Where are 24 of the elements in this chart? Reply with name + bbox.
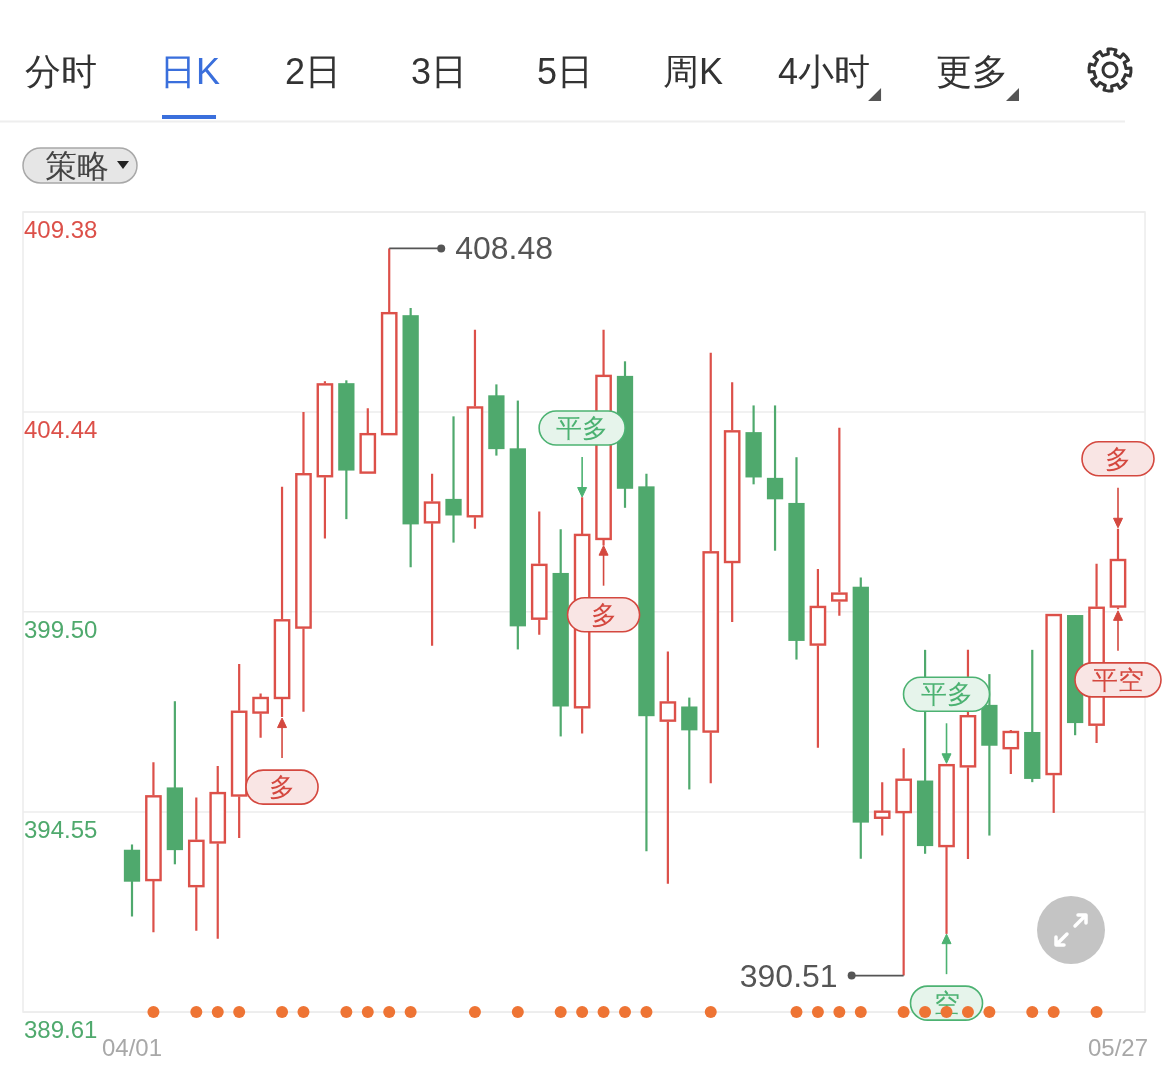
y-tick-label: 394.55	[24, 816, 98, 844]
category-label: 2日	[285, 51, 342, 92]
annotation: 390.51	[739, 957, 838, 994]
data-label: 多	[590, 599, 617, 630]
data-label: 多	[1105, 443, 1131, 474]
annotation: 408.48	[455, 230, 554, 267]
y-tick-label: 404.44	[24, 415, 98, 443]
x-tick-label: 05/27	[1087, 1034, 1149, 1061]
category-label: 分时	[25, 51, 97, 92]
y-tick-label: 409.38	[24, 216, 98, 243]
category-label: 更多	[936, 51, 1008, 92]
y-tick-label: 399.50	[24, 615, 98, 643]
category-label: 日K	[160, 51, 221, 92]
data-label: 多	[269, 772, 296, 803]
x-tick-label: 04/01	[101, 1034, 163, 1061]
text: 策略	[45, 148, 109, 184]
data-label: 平多	[920, 679, 973, 710]
category-label: 3日	[411, 51, 468, 92]
category-label: 4小时	[778, 51, 871, 92]
category-label: 周K	[663, 51, 724, 92]
data-label: 平多	[556, 413, 609, 444]
y-tick-label: 389.61	[24, 1016, 98, 1043]
category-label: 5日	[537, 51, 594, 92]
data-label: 平空	[1092, 664, 1144, 695]
